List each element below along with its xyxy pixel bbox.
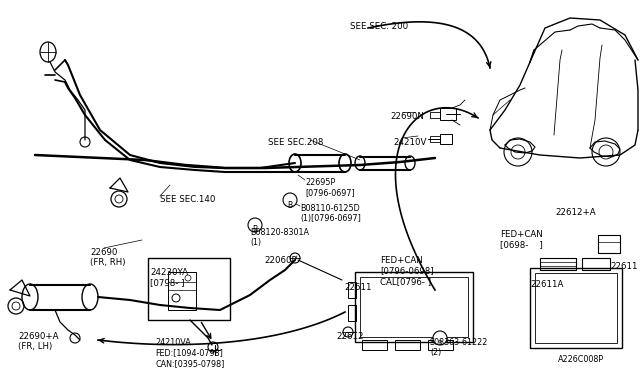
Text: 22612: 22612 [336, 332, 364, 341]
Bar [535, 273, 617, 343]
Text: SEE SEC.208: SEE SEC.208 [268, 138, 323, 147]
Ellipse shape [433, 331, 447, 345]
Bar [348, 282, 356, 298]
Text: FED+CAN
[0796-0698]
CAL[0796- ]: FED+CAN [0796-0698] CAL[0796- ] [380, 256, 434, 286]
Ellipse shape [283, 193, 297, 207]
Text: B: B [287, 201, 292, 209]
Text: A226C008P: A226C008P [558, 355, 604, 364]
Bar [348, 305, 356, 321]
Text: 22611A: 22611A [530, 280, 563, 289]
Bar [582, 258, 610, 270]
Text: 24210VA
FED:[1094-0798]
CAN:[0395-0798]: 24210VA FED:[1094-0798] CAN:[0395-0798] [155, 338, 225, 368]
Text: 22612+A: 22612+A [555, 208, 596, 217]
Text: 22690N: 22690N [390, 112, 424, 121]
Text: B08110-6125D
(1)[0796-0697]: B08110-6125D (1)[0796-0697] [300, 204, 361, 224]
Bar [148, 258, 230, 320]
Text: S08363-61222
(2): S08363-61222 (2) [430, 338, 488, 357]
Text: 22690+A
(FR, LH): 22690+A (FR, LH) [18, 332, 58, 352]
Bar [355, 272, 473, 342]
Bar [168, 272, 196, 310]
Text: 24230YA
[0798- ]: 24230YA [0798- ] [150, 268, 188, 288]
Bar [440, 108, 456, 120]
Ellipse shape [248, 218, 262, 232]
Text: 22611: 22611 [610, 262, 637, 271]
Text: 22611: 22611 [344, 283, 371, 292]
Bar [430, 136, 440, 142]
Text: 22690
(FR, RH): 22690 (FR, RH) [90, 248, 125, 267]
Text: S: S [438, 340, 442, 346]
Bar [598, 235, 620, 253]
Text: FED+CAN
[0698-    ]: FED+CAN [0698- ] [500, 230, 543, 249]
Bar [360, 277, 468, 337]
Text: B08120-8301A
(1): B08120-8301A (1) [250, 228, 309, 247]
Bar [430, 112, 440, 118]
Bar [540, 258, 576, 270]
Text: SEE SEC.140: SEE SEC.140 [160, 195, 216, 204]
Text: 24210V: 24210V [393, 138, 426, 147]
Bar [395, 340, 420, 350]
Text: B: B [252, 225, 257, 234]
Bar [530, 268, 622, 348]
Bar [428, 340, 453, 350]
Bar [362, 340, 387, 350]
Text: 22060P: 22060P [264, 256, 296, 265]
Text: 22695P
[0796-0697]: 22695P [0796-0697] [305, 178, 355, 198]
Text: SEE SEC. 200: SEE SEC. 200 [350, 22, 408, 31]
Bar [440, 134, 452, 144]
